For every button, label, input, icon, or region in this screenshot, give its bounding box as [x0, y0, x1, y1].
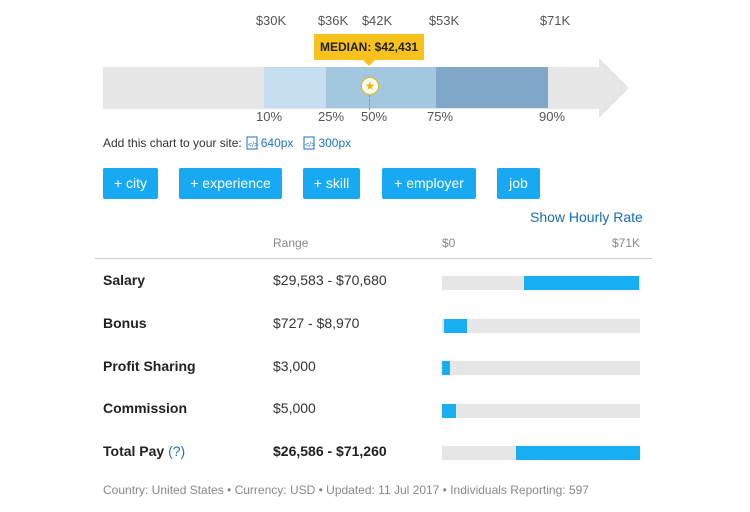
row-range-total-pay: $26,586 - $71,260: [273, 443, 387, 459]
median-dashed-line: [369, 95, 370, 110]
embed-chart-row: Add this chart to your site: </> 640px <…: [103, 136, 351, 150]
embed-300px-link[interactable]: </> 300px: [303, 136, 351, 150]
median-tooltip-caret: [363, 60, 376, 66]
row-bar-fill: [443, 319, 467, 333]
row-bar-fill: [516, 446, 640, 460]
help-link[interactable]: (?): [168, 443, 186, 459]
row-bar-track: [442, 361, 640, 375]
band-10-25: [264, 67, 326, 108]
range-top-label: $36K: [317, 13, 349, 28]
band-75-90: [436, 67, 548, 108]
total-pay-text: Total Pay: [103, 443, 165, 459]
row-bar-track: [442, 319, 640, 333]
scale-max-header: $71K: [612, 236, 641, 250]
median-label: MEDIAN: $42,431: [320, 40, 419, 54]
embed-640px-label[interactable]: 640px: [260, 136, 294, 150]
row-label-commission: Commission: [103, 400, 188, 416]
add-employer-button[interactable]: + employer: [382, 168, 476, 199]
add-experience-button[interactable]: + experience: [179, 168, 282, 199]
band-25-75: [326, 67, 436, 108]
median-tooltip: MEDIAN: $42,431: [314, 34, 425, 66]
embed-640px-link[interactable]: </> 640px: [246, 136, 294, 150]
row-label-profit-sharing: Profit Sharing: [103, 358, 196, 374]
svg-text:</>: </>: [248, 142, 258, 149]
range-top-label: $53K: [428, 13, 460, 28]
percentile-label: 25%: [317, 109, 345, 124]
star-icon: ★: [361, 77, 379, 95]
footer-metadata: Country: United States • Currency: USD •…: [103, 483, 589, 497]
range-top-label: $71K: [539, 13, 571, 28]
row-bar-track: [442, 404, 640, 418]
header-divider: [95, 258, 652, 259]
row-bar-fill: [442, 361, 451, 375]
row-range-commission: $5,000: [273, 400, 316, 416]
percentile-label: 90%: [538, 109, 566, 124]
row-bar-track: [442, 446, 640, 460]
embed-300px-label[interactable]: 300px: [318, 136, 352, 150]
row-range-bonus: $727 - $8,970: [273, 315, 360, 331]
row-bar-fill: [442, 404, 456, 418]
add-skill-button[interactable]: + skill: [303, 168, 360, 199]
row-label-bonus: Bonus: [103, 315, 147, 331]
percentile-label: 50%: [360, 109, 388, 124]
row-bar-track: [442, 276, 640, 290]
range-column-header: Range: [273, 236, 309, 250]
row-label-total-pay: Total Pay (?): [103, 443, 185, 459]
percentile-label: 75%: [426, 109, 454, 124]
row-range-salary: $29,583 - $70,680: [273, 272, 387, 288]
svg-text:</>: </>: [305, 142, 315, 149]
percentile-label: 10%: [255, 109, 283, 124]
add-city-button[interactable]: + city: [103, 168, 158, 199]
range-top-label: $30K: [255, 13, 287, 28]
embed-code-icon: </>: [246, 136, 258, 150]
scale-min-header: $0: [442, 236, 456, 250]
range-top-label: $42K: [361, 13, 393, 28]
embed-code-icon: </>: [303, 136, 315, 150]
show-hourly-rate-link[interactable]: Show Hourly Rate: [530, 209, 643, 225]
row-bar-fill: [524, 276, 639, 290]
row-label-salary: Salary: [103, 272, 146, 288]
row-range-profit-sharing: $3,000: [273, 358, 316, 374]
embed-text: Add this chart to your site:: [103, 136, 242, 150]
job-button[interactable]: job: [497, 168, 540, 199]
